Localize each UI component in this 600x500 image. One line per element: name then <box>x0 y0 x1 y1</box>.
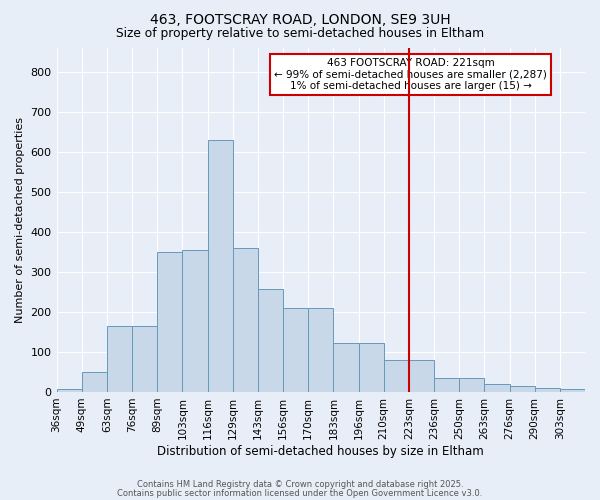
Bar <box>308 308 334 392</box>
Bar <box>459 378 484 392</box>
Bar <box>107 326 132 392</box>
Y-axis label: Number of semi-detached properties: Number of semi-detached properties <box>15 116 25 322</box>
Bar <box>208 140 233 392</box>
Text: 463, FOOTSCRAY ROAD, LONDON, SE9 3UH: 463, FOOTSCRAY ROAD, LONDON, SE9 3UH <box>149 12 451 26</box>
Bar <box>283 308 308 392</box>
Bar <box>383 360 409 392</box>
X-axis label: Distribution of semi-detached houses by size in Eltham: Distribution of semi-detached houses by … <box>157 444 484 458</box>
Bar <box>509 386 535 392</box>
Bar <box>157 252 182 392</box>
Bar <box>56 389 82 392</box>
Text: Contains HM Land Registry data © Crown copyright and database right 2025.: Contains HM Land Registry data © Crown c… <box>137 480 463 489</box>
Text: 463 FOOTSCRAY ROAD: 221sqm
← 99% of semi-detached houses are smaller (2,287)
1% : 463 FOOTSCRAY ROAD: 221sqm ← 99% of semi… <box>274 58 547 91</box>
Bar <box>409 360 434 392</box>
Bar <box>258 288 283 392</box>
Bar <box>82 372 107 392</box>
Bar <box>484 384 509 392</box>
Text: Size of property relative to semi-detached houses in Eltham: Size of property relative to semi-detach… <box>116 28 484 40</box>
Bar <box>359 343 383 392</box>
Bar <box>233 248 258 392</box>
Text: Contains public sector information licensed under the Open Government Licence v3: Contains public sector information licen… <box>118 488 482 498</box>
Bar <box>535 388 560 392</box>
Bar <box>434 378 459 392</box>
Bar <box>334 343 359 392</box>
Bar <box>560 389 585 392</box>
Bar <box>182 250 208 392</box>
Bar <box>132 326 157 392</box>
